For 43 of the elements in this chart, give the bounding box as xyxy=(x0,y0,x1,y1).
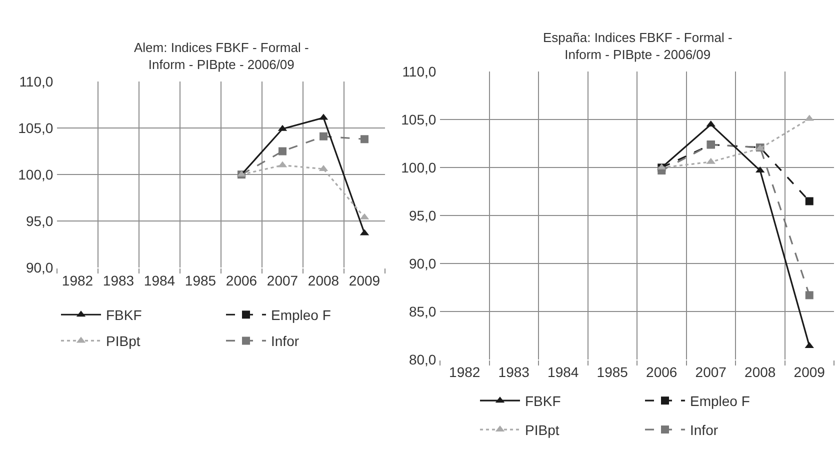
x-tick-label: 2009 xyxy=(794,364,826,380)
y-tick-label: 105,0 xyxy=(401,112,436,128)
x-tick-label: 1985 xyxy=(184,272,216,289)
x-tick-label: 2006 xyxy=(646,364,678,380)
y-tick-label: 100,0 xyxy=(18,166,54,182)
legend-label: PIBpt xyxy=(525,422,560,438)
x-tick-label: 1982 xyxy=(449,364,480,380)
legend-label: Empleo F xyxy=(690,393,750,410)
legend-label: Empleo F xyxy=(271,307,331,324)
x-tick-label: 1984 xyxy=(548,364,579,380)
x-tick-label: 2008 xyxy=(744,364,776,380)
y-tick-label: 90,0 xyxy=(408,255,436,272)
y-tick-label: 80,0 xyxy=(408,351,436,368)
legend-label: Infor xyxy=(271,333,300,350)
x-tick-label: 1985 xyxy=(596,364,628,380)
point xyxy=(320,132,328,140)
y-tick-label: 110,0 xyxy=(402,64,436,80)
x-tick-label: 2006 xyxy=(226,272,258,289)
y-tick-label: 100,0 xyxy=(401,160,436,176)
chart-title: España: Indices FBKF - Formal - Inform - PIBpte - 2006/09 xyxy=(543,30,732,62)
x-tick-label: 1984 xyxy=(144,272,176,289)
legend-label: FBKF xyxy=(525,393,561,410)
y-tick-label: 95,0 xyxy=(26,213,54,230)
y-tick-label: 90,0 xyxy=(26,260,54,276)
point xyxy=(805,197,814,206)
chart-title: Alem: Indices FBKF - Formal - Inform - PIBpte - 2006/09 xyxy=(134,40,309,72)
legend-label: Infor xyxy=(690,422,718,438)
x-tick-label: 1983 xyxy=(102,272,134,289)
legend-label: PIBpt xyxy=(106,333,140,350)
point xyxy=(805,291,814,300)
x-tick-label: 2007 xyxy=(695,364,727,380)
x-tick-label: 2008 xyxy=(308,272,340,289)
legend-label: FBKF xyxy=(106,307,142,324)
y-tick-label: 95,0 xyxy=(408,207,436,224)
point xyxy=(360,135,368,144)
x-tick-label: 1983 xyxy=(498,364,530,380)
x-tick-label: 1982 xyxy=(62,272,94,289)
point xyxy=(278,147,286,156)
y-tick-label: 110,0 xyxy=(19,73,54,90)
x-tick-label: 2009 xyxy=(348,272,380,289)
x-tick-label: 2007 xyxy=(266,272,298,289)
y-tick-label: 85,0 xyxy=(408,303,436,320)
y-tick-label: 105,0 xyxy=(18,120,54,136)
